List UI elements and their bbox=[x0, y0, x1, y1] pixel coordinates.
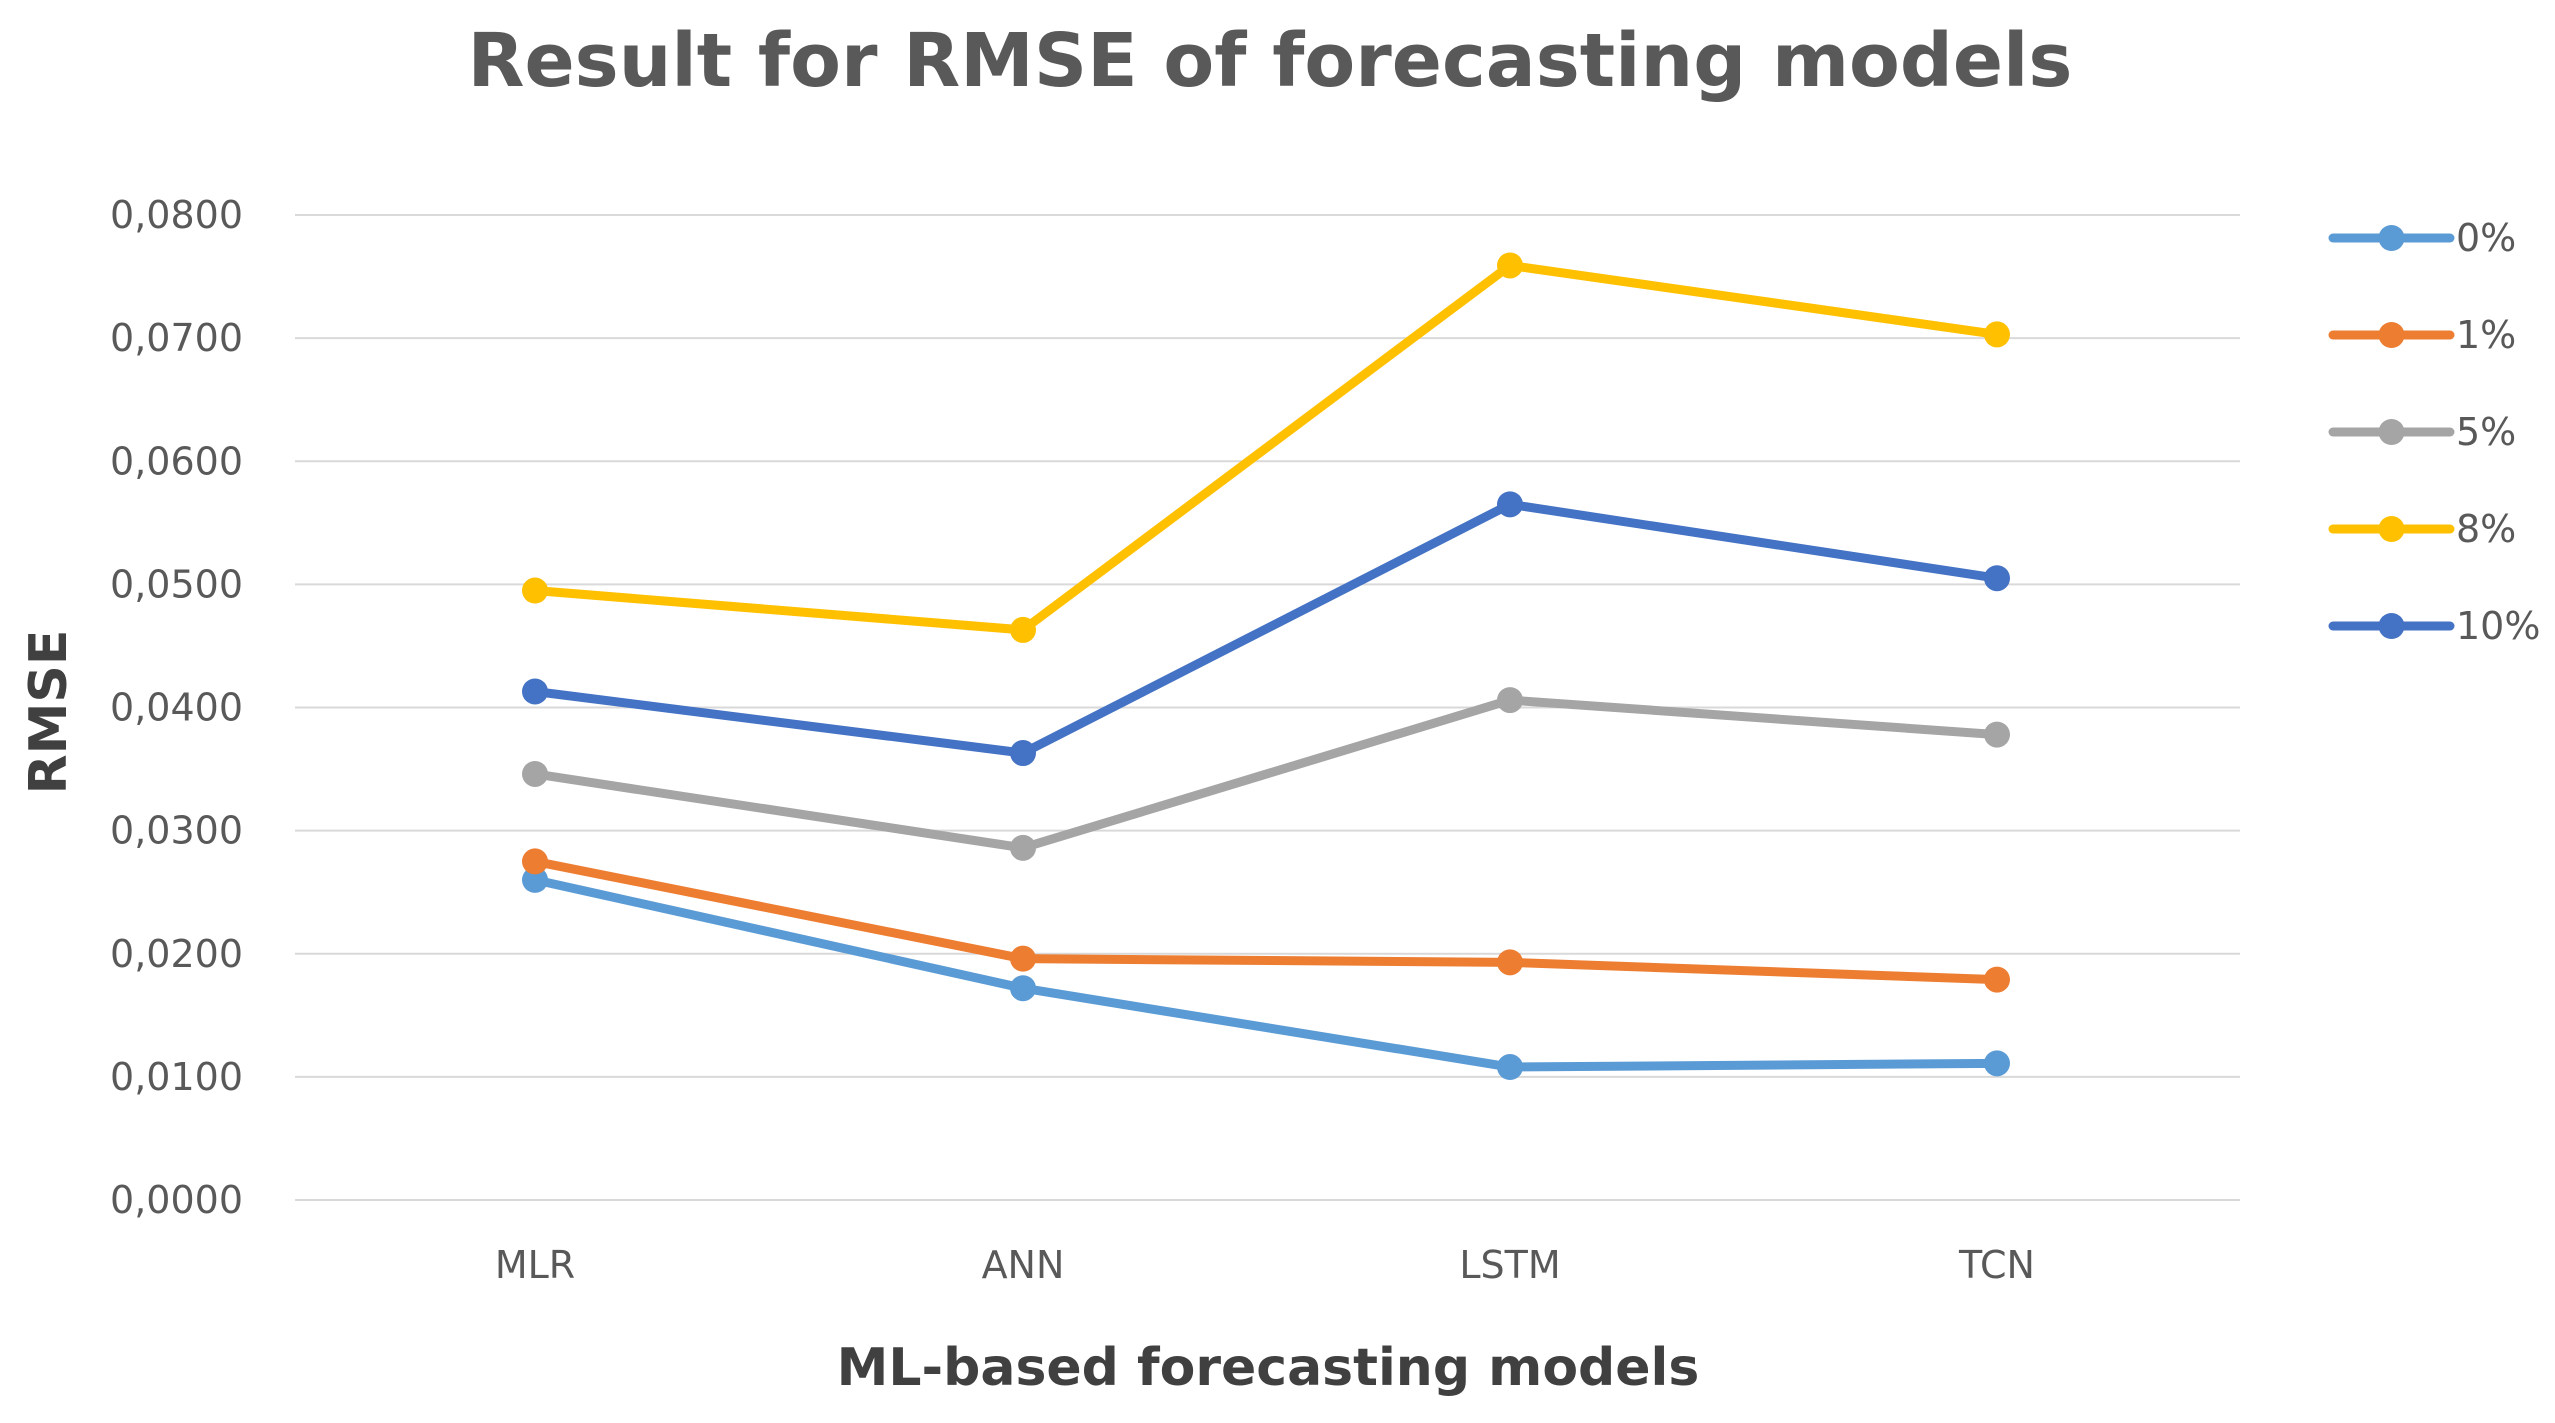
x-axis-title: ML-based forecasting models bbox=[837, 1338, 1700, 1398]
data-point bbox=[522, 866, 548, 893]
series-10pct bbox=[522, 491, 2010, 767]
legend-entry: 1% bbox=[2328, 313, 2516, 357]
series-line bbox=[530, 856, 2002, 985]
series-lines bbox=[522, 252, 2010, 1081]
series-line bbox=[530, 875, 2002, 1072]
y-tick-label: 0,0800 bbox=[110, 193, 243, 237]
data-point bbox=[522, 848, 548, 875]
series-8pct bbox=[522, 252, 2010, 643]
legend-entry: 5% bbox=[2328, 410, 2516, 454]
legend-entry: 10% bbox=[2328, 604, 2540, 648]
y-axis-tick-labels: 0,0000 0,0100 0,0200 0,0300 0,0400 0,0500 0,06… bbox=[110, 193, 243, 1222]
data-point bbox=[1984, 1050, 2010, 1077]
x-axis-tick-labels: MLR ANN LSTM TCN bbox=[495, 1243, 2035, 1287]
y-tick-label: 0,0400 bbox=[110, 686, 243, 730]
legend-marker bbox=[2378, 613, 2405, 639]
series-line bbox=[530, 695, 2002, 853]
y-tick-label: 0,0300 bbox=[110, 809, 243, 853]
data-point bbox=[522, 678, 548, 705]
y-tick-label: 0,0600 bbox=[110, 439, 243, 483]
data-point bbox=[522, 577, 548, 604]
x-tick-label: MLR bbox=[495, 1243, 575, 1287]
legend-marker bbox=[2378, 419, 2405, 445]
data-point bbox=[1010, 616, 1036, 643]
y-tick-label: 0,0000 bbox=[110, 1178, 243, 1222]
y-tick-label: 0,0700 bbox=[110, 316, 243, 360]
data-point bbox=[1010, 945, 1036, 972]
x-tick-label: ANN bbox=[982, 1243, 1065, 1287]
data-point bbox=[1497, 491, 1523, 518]
data-point bbox=[1497, 1054, 1523, 1081]
legend-label: 5% bbox=[2456, 410, 2516, 454]
y-tick-label: 0,0500 bbox=[110, 562, 243, 606]
legend-entry: 8% bbox=[2328, 507, 2516, 551]
y-tick-label: 0,0200 bbox=[110, 932, 243, 976]
legend-label: 10% bbox=[2456, 604, 2540, 648]
data-point bbox=[1497, 252, 1523, 279]
series-line bbox=[530, 260, 2002, 635]
data-point bbox=[1010, 975, 1036, 1002]
legend-entry: 0% bbox=[2328, 216, 2516, 260]
legend: 0% 1% 5% 8% 10% bbox=[2328, 216, 2540, 648]
legend-marker bbox=[2378, 516, 2405, 542]
data-point bbox=[1984, 721, 2010, 748]
y-tick-label: 0,0100 bbox=[110, 1055, 243, 1099]
data-point bbox=[522, 760, 548, 787]
legend-label: 1% bbox=[2456, 313, 2516, 357]
data-point bbox=[1984, 966, 2010, 993]
y-axis-title: RMSE bbox=[19, 630, 79, 795]
legend-label: 8% bbox=[2456, 507, 2516, 551]
legend-marker bbox=[2378, 225, 2405, 251]
data-point bbox=[1497, 949, 1523, 976]
x-tick-label: LSTM bbox=[1459, 1243, 1560, 1287]
series-5pct bbox=[522, 687, 2010, 861]
legend-label: 0% bbox=[2456, 216, 2516, 260]
legend-marker bbox=[2378, 322, 2405, 348]
data-point bbox=[1010, 834, 1036, 861]
data-point bbox=[1984, 565, 2010, 592]
data-point bbox=[1984, 321, 2010, 348]
chart-title: Result for RMSE of forecasting models bbox=[468, 18, 2073, 104]
series-0pct bbox=[522, 866, 2010, 1081]
data-point bbox=[1497, 687, 1523, 714]
gridlines bbox=[295, 214, 2240, 1201]
series-1pct bbox=[522, 848, 2010, 993]
x-tick-label: TCN bbox=[1958, 1243, 2035, 1287]
series-line bbox=[530, 499, 2002, 758]
data-point bbox=[1010, 740, 1036, 767]
